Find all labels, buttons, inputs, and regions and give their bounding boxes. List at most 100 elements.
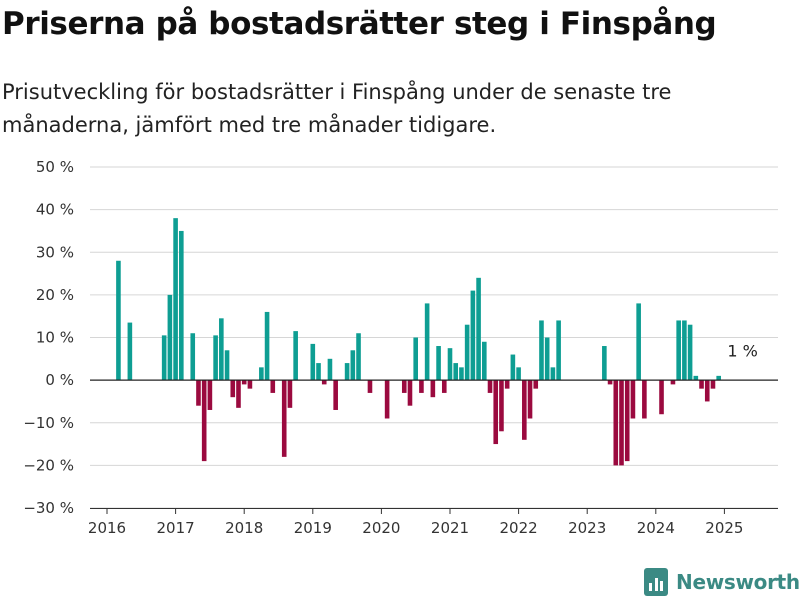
- bars: [90, 218, 778, 466]
- bar: [281, 380, 287, 457]
- chart-title: Priserna på bostadsrätter steg i Finspån…: [2, 6, 717, 42]
- newsworthy-brand: Newsworthy: [644, 568, 800, 596]
- bar: [676, 320, 681, 381]
- bar: [333, 380, 338, 410]
- bar: [287, 380, 293, 408]
- bar: [179, 230, 184, 381]
- bar: [607, 380, 613, 385]
- bar: [236, 380, 241, 408]
- bar: [219, 318, 224, 381]
- bar: [213, 335, 218, 381]
- bar: [556, 320, 561, 381]
- bar: [636, 303, 641, 381]
- y-tick-label: 20 %: [36, 286, 74, 304]
- y-tick-label: 10 %: [36, 329, 74, 347]
- bar: [419, 380, 424, 393]
- bar: [270, 380, 276, 393]
- bar: [201, 380, 207, 462]
- bar: [710, 380, 716, 389]
- bar: [453, 363, 459, 381]
- x-tick-label: 2024: [637, 519, 675, 537]
- bar: [196, 380, 201, 406]
- bar: [499, 380, 504, 432]
- bar: [224, 350, 230, 381]
- x-tick-label: 2023: [568, 519, 606, 537]
- x-tick-label: 2019: [294, 519, 332, 537]
- x-tick-label: 2022: [500, 519, 538, 537]
- bar: [630, 380, 636, 419]
- bar: [230, 380, 236, 398]
- bar: [539, 320, 544, 381]
- y-tick-label: −20 %: [23, 456, 74, 474]
- bar: [247, 380, 253, 389]
- x-tick-label: 2016: [88, 519, 126, 537]
- bar: [544, 337, 550, 381]
- bar: [487, 380, 493, 393]
- bar: [430, 380, 436, 398]
- x-axis: 2016 2017 2018 2019 2020 2021 2022 2023 2024 2025: [88, 508, 778, 537]
- bar: [550, 367, 556, 381]
- bar: [401, 380, 407, 393]
- bar: [413, 337, 418, 381]
- bar: [659, 380, 664, 415]
- y-tick-label: 50 %: [36, 158, 74, 176]
- bar: [116, 260, 121, 381]
- x-tick-label: 2025: [705, 519, 743, 537]
- bar: [476, 277, 481, 381]
- bar: [441, 380, 447, 393]
- bar: [493, 380, 499, 445]
- bar: [241, 380, 247, 385]
- bar: [699, 380, 704, 389]
- bar: [687, 324, 693, 381]
- bar: [527, 380, 533, 419]
- bar: [602, 346, 607, 381]
- bar: [682, 320, 687, 381]
- bar: [704, 380, 710, 402]
- bar: [619, 380, 624, 466]
- bar: [510, 354, 516, 381]
- y-tick-label: 0 %: [45, 371, 74, 389]
- bar: [190, 333, 196, 381]
- bar: [259, 367, 264, 381]
- bar: [293, 331, 298, 381]
- bar: [642, 380, 647, 419]
- bar: [464, 324, 470, 381]
- y-tick-label: −30 %: [23, 499, 74, 517]
- x-tick-label: 2018: [225, 519, 263, 537]
- bar: [173, 218, 178, 381]
- latest-value-annotation: 1 %: [727, 342, 757, 361]
- bar: [316, 363, 321, 381]
- bar: [321, 380, 327, 385]
- bar-chart: 50 % 40 % 30 % 20 % 10 % 0 % −10 % −20 % −30 % 2…: [23, 158, 778, 537]
- bar: [693, 375, 699, 381]
- bar: [624, 380, 630, 462]
- bar: [161, 335, 167, 381]
- bar: [264, 311, 270, 381]
- bar: [207, 380, 213, 410]
- bar: [522, 380, 527, 440]
- bar: [350, 350, 356, 381]
- y-tick-label: 40 %: [36, 201, 74, 219]
- bar: [356, 333, 361, 381]
- bar: [470, 290, 476, 381]
- bar: [459, 367, 464, 381]
- bar: [327, 358, 333, 381]
- bar: [504, 380, 510, 389]
- bar: [436, 346, 441, 381]
- chart-subtitle: Prisutveckling för bostadsrätter i Finsp…: [2, 80, 672, 137]
- bar: [447, 348, 453, 381]
- bar: [384, 380, 390, 419]
- bar: [516, 367, 521, 381]
- bar-chart-logo-icon: [644, 568, 668, 596]
- bar: [716, 375, 721, 381]
- bar: [167, 294, 173, 381]
- bar: [407, 380, 413, 406]
- x-tick-label: 2020: [362, 519, 400, 537]
- x-tick-label: 2021: [431, 519, 469, 537]
- y-axis: 50 % 40 % 30 % 20 % 10 % 0 % −10 % −20 % −30 %: [23, 158, 74, 517]
- bar: [127, 322, 133, 381]
- y-tick-label: −10 %: [23, 414, 74, 432]
- brand-name: Newsworthy: [676, 570, 800, 594]
- bar: [344, 363, 350, 381]
- bar: [533, 380, 539, 389]
